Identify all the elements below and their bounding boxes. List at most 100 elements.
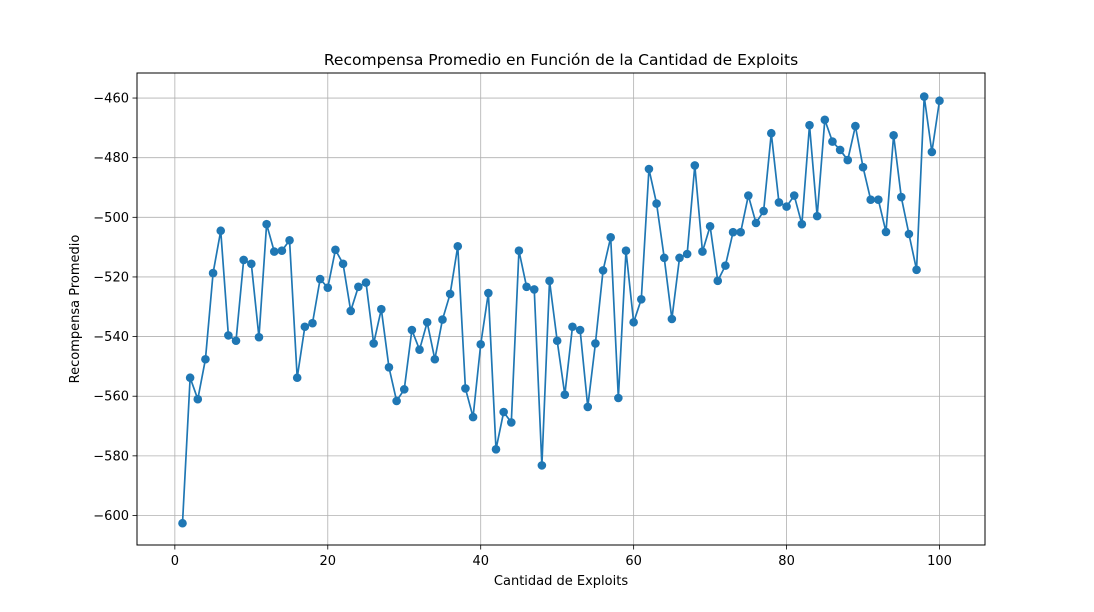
- data-point: [766, 128, 776, 138]
- data-point: [835, 145, 845, 155]
- data-point: [262, 219, 271, 229]
- data-point: [185, 373, 195, 383]
- x-tick-label: 20: [320, 554, 337, 569]
- data-point: [591, 339, 600, 348]
- y-tick-label: −460: [93, 92, 129, 107]
- data-point: [438, 315, 447, 324]
- x-axis-label: Cantidad de Exploits: [494, 574, 628, 589]
- data-point: [208, 268, 218, 278]
- y-tick-label: −520: [93, 270, 129, 285]
- data-point: [461, 384, 470, 393]
- data-point: [560, 390, 570, 400]
- data-point: [828, 137, 837, 146]
- data-point: [598, 266, 608, 275]
- x-axis: 0 20 40 60 80 100: [171, 545, 952, 569]
- data-point: [407, 325, 417, 335]
- data-point: [331, 245, 340, 255]
- data-point: [736, 227, 745, 237]
- y-tick-label: −600: [93, 509, 129, 524]
- data-point: [201, 354, 210, 364]
- data-point: [300, 322, 310, 332]
- data-point: [621, 246, 631, 256]
- data-point: [782, 202, 791, 211]
- data-point: [392, 396, 401, 406]
- data-point: [682, 249, 692, 259]
- y-axis-label: Recompensa Promedio: [68, 235, 83, 384]
- data-point: [552, 336, 562, 346]
- data-point: [812, 211, 822, 221]
- data-point: [476, 340, 486, 349]
- data-point: [575, 325, 585, 335]
- data-point: [315, 274, 325, 284]
- data-point: [889, 131, 898, 140]
- data-point: [269, 247, 279, 256]
- data-point: [636, 295, 646, 304]
- data-point: [399, 385, 409, 394]
- data-point: [338, 259, 348, 269]
- data-point: [216, 226, 226, 236]
- data-point: [751, 218, 761, 228]
- data-point: [675, 253, 684, 263]
- data-point: [851, 121, 860, 131]
- data-point: [178, 518, 187, 528]
- data-point: [361, 278, 371, 287]
- data-point: [499, 407, 508, 417]
- data-point: [629, 317, 638, 327]
- data-point: [568, 322, 577, 332]
- data-point: [422, 317, 432, 327]
- data-point: [415, 345, 424, 355]
- grid-lines: [137, 73, 985, 545]
- data-point: [904, 229, 914, 239]
- data-point: [529, 285, 539, 294]
- data-point: [231, 336, 241, 346]
- y-tick-label: −480: [93, 151, 129, 166]
- data-point: [713, 276, 723, 286]
- data-point: [545, 276, 554, 286]
- data-point: [583, 402, 593, 412]
- data-point: [254, 332, 264, 342]
- y-tick-label: −540: [93, 330, 129, 345]
- y-tick-label: −500: [93, 211, 129, 226]
- data-point: [919, 92, 929, 101]
- x-tick-label: 0: [171, 554, 179, 569]
- data-point: [744, 191, 753, 200]
- plot-frame: [136, 72, 986, 546]
- data-point: [468, 412, 478, 422]
- y-tick-label: −560: [93, 390, 129, 405]
- data-point: [667, 314, 677, 324]
- data-point: [484, 288, 493, 298]
- data-point: [759, 206, 768, 216]
- data-point: [224, 331, 233, 340]
- data-point: [193, 394, 203, 404]
- data-point: [285, 235, 294, 245]
- data-point: [858, 162, 868, 172]
- data-point: [721, 261, 730, 270]
- x-tick-label: 40: [472, 554, 489, 569]
- data-point: [866, 195, 875, 205]
- data-point: [453, 241, 463, 251]
- data-point: [896, 192, 906, 202]
- data-point: [705, 221, 715, 231]
- data-point: [507, 418, 516, 427]
- data-point: [354, 282, 363, 292]
- data-point: [537, 461, 547, 470]
- data-point: [805, 120, 814, 130]
- data-point: [346, 306, 356, 316]
- x-tick-label: 60: [625, 554, 642, 569]
- data-point: [445, 289, 455, 299]
- data-point: [247, 259, 256, 269]
- data-point: [690, 161, 700, 170]
- data-point: [644, 164, 654, 174]
- data-point: [652, 199, 661, 208]
- data-point: [491, 444, 501, 454]
- data-point: [308, 318, 317, 328]
- y-axis: −600 −580 −560 −540 −520 −500 −480 −460: [93, 92, 137, 524]
- y-tick-label: −580: [93, 449, 129, 464]
- data-point: [323, 283, 333, 292]
- data-point: [881, 227, 891, 237]
- data-point: [789, 191, 799, 200]
- data-point: [797, 219, 807, 229]
- data-point: [522, 282, 531, 292]
